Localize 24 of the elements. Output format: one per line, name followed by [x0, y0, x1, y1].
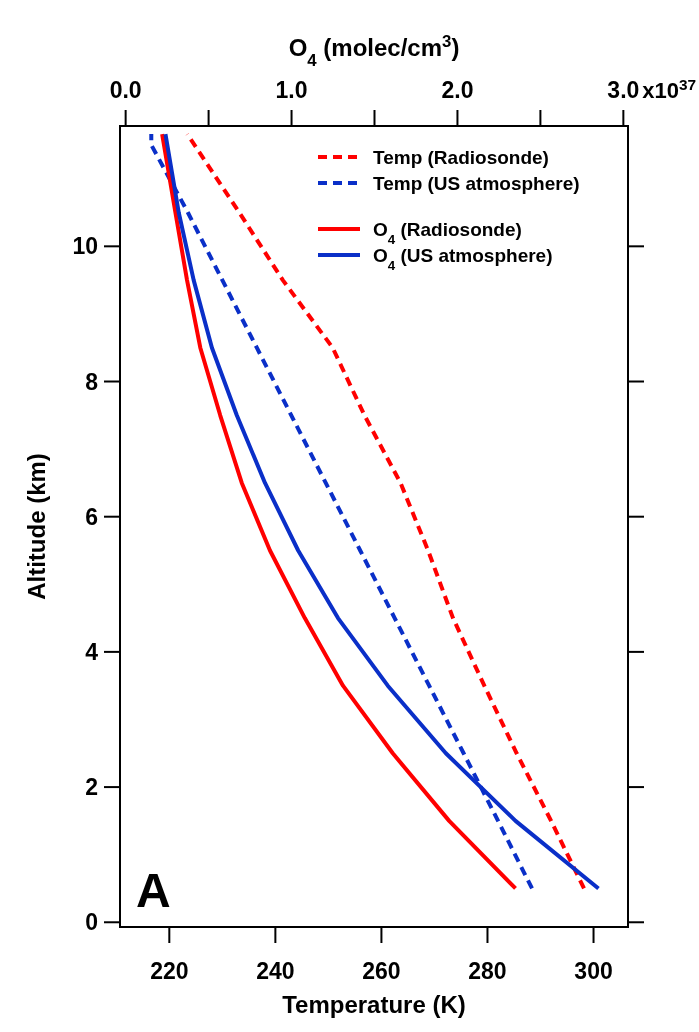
x2-tick-label: 3.0	[607, 77, 640, 103]
text: x10$^{37}$	[642, 75, 697, 103]
legend-label: O$_{4}$ (US atmosphere)	[373, 245, 553, 273]
x2-tick-label: 0.0	[109, 77, 142, 103]
x2-tick-label: 1.0	[275, 77, 308, 103]
y-tick-label: 4	[85, 638, 99, 665]
annotation: A	[136, 864, 171, 917]
x-tick-label: 280	[468, 958, 507, 984]
x2-tick-label: 2.0	[441, 77, 474, 103]
legend-label: Temp (US atmosphere)	[373, 173, 580, 194]
y-tick-label: 6	[85, 503, 98, 530]
x-tick-label: 260	[362, 958, 401, 984]
y-axis-title: Altitude (km)	[23, 453, 50, 600]
y-tick-label: 2	[85, 774, 98, 801]
y-tick-label: 0	[85, 909, 98, 936]
x-tick-label: 240	[256, 958, 295, 984]
y-tick-label: 10	[72, 233, 98, 260]
x2-axis-title: O$_{4}$ (molec/cm$^{3}$)	[288, 31, 460, 70]
legend-label: Temp (Radiosonde)	[373, 147, 549, 168]
legend-label: O$_{4}$ (Radiosonde)	[373, 219, 522, 247]
x-tick-label: 220	[150, 958, 189, 984]
x-axis-title: Temperature (K)	[282, 991, 466, 1018]
x-tick-label: 300	[574, 958, 613, 984]
y-tick-label: 8	[85, 368, 99, 395]
